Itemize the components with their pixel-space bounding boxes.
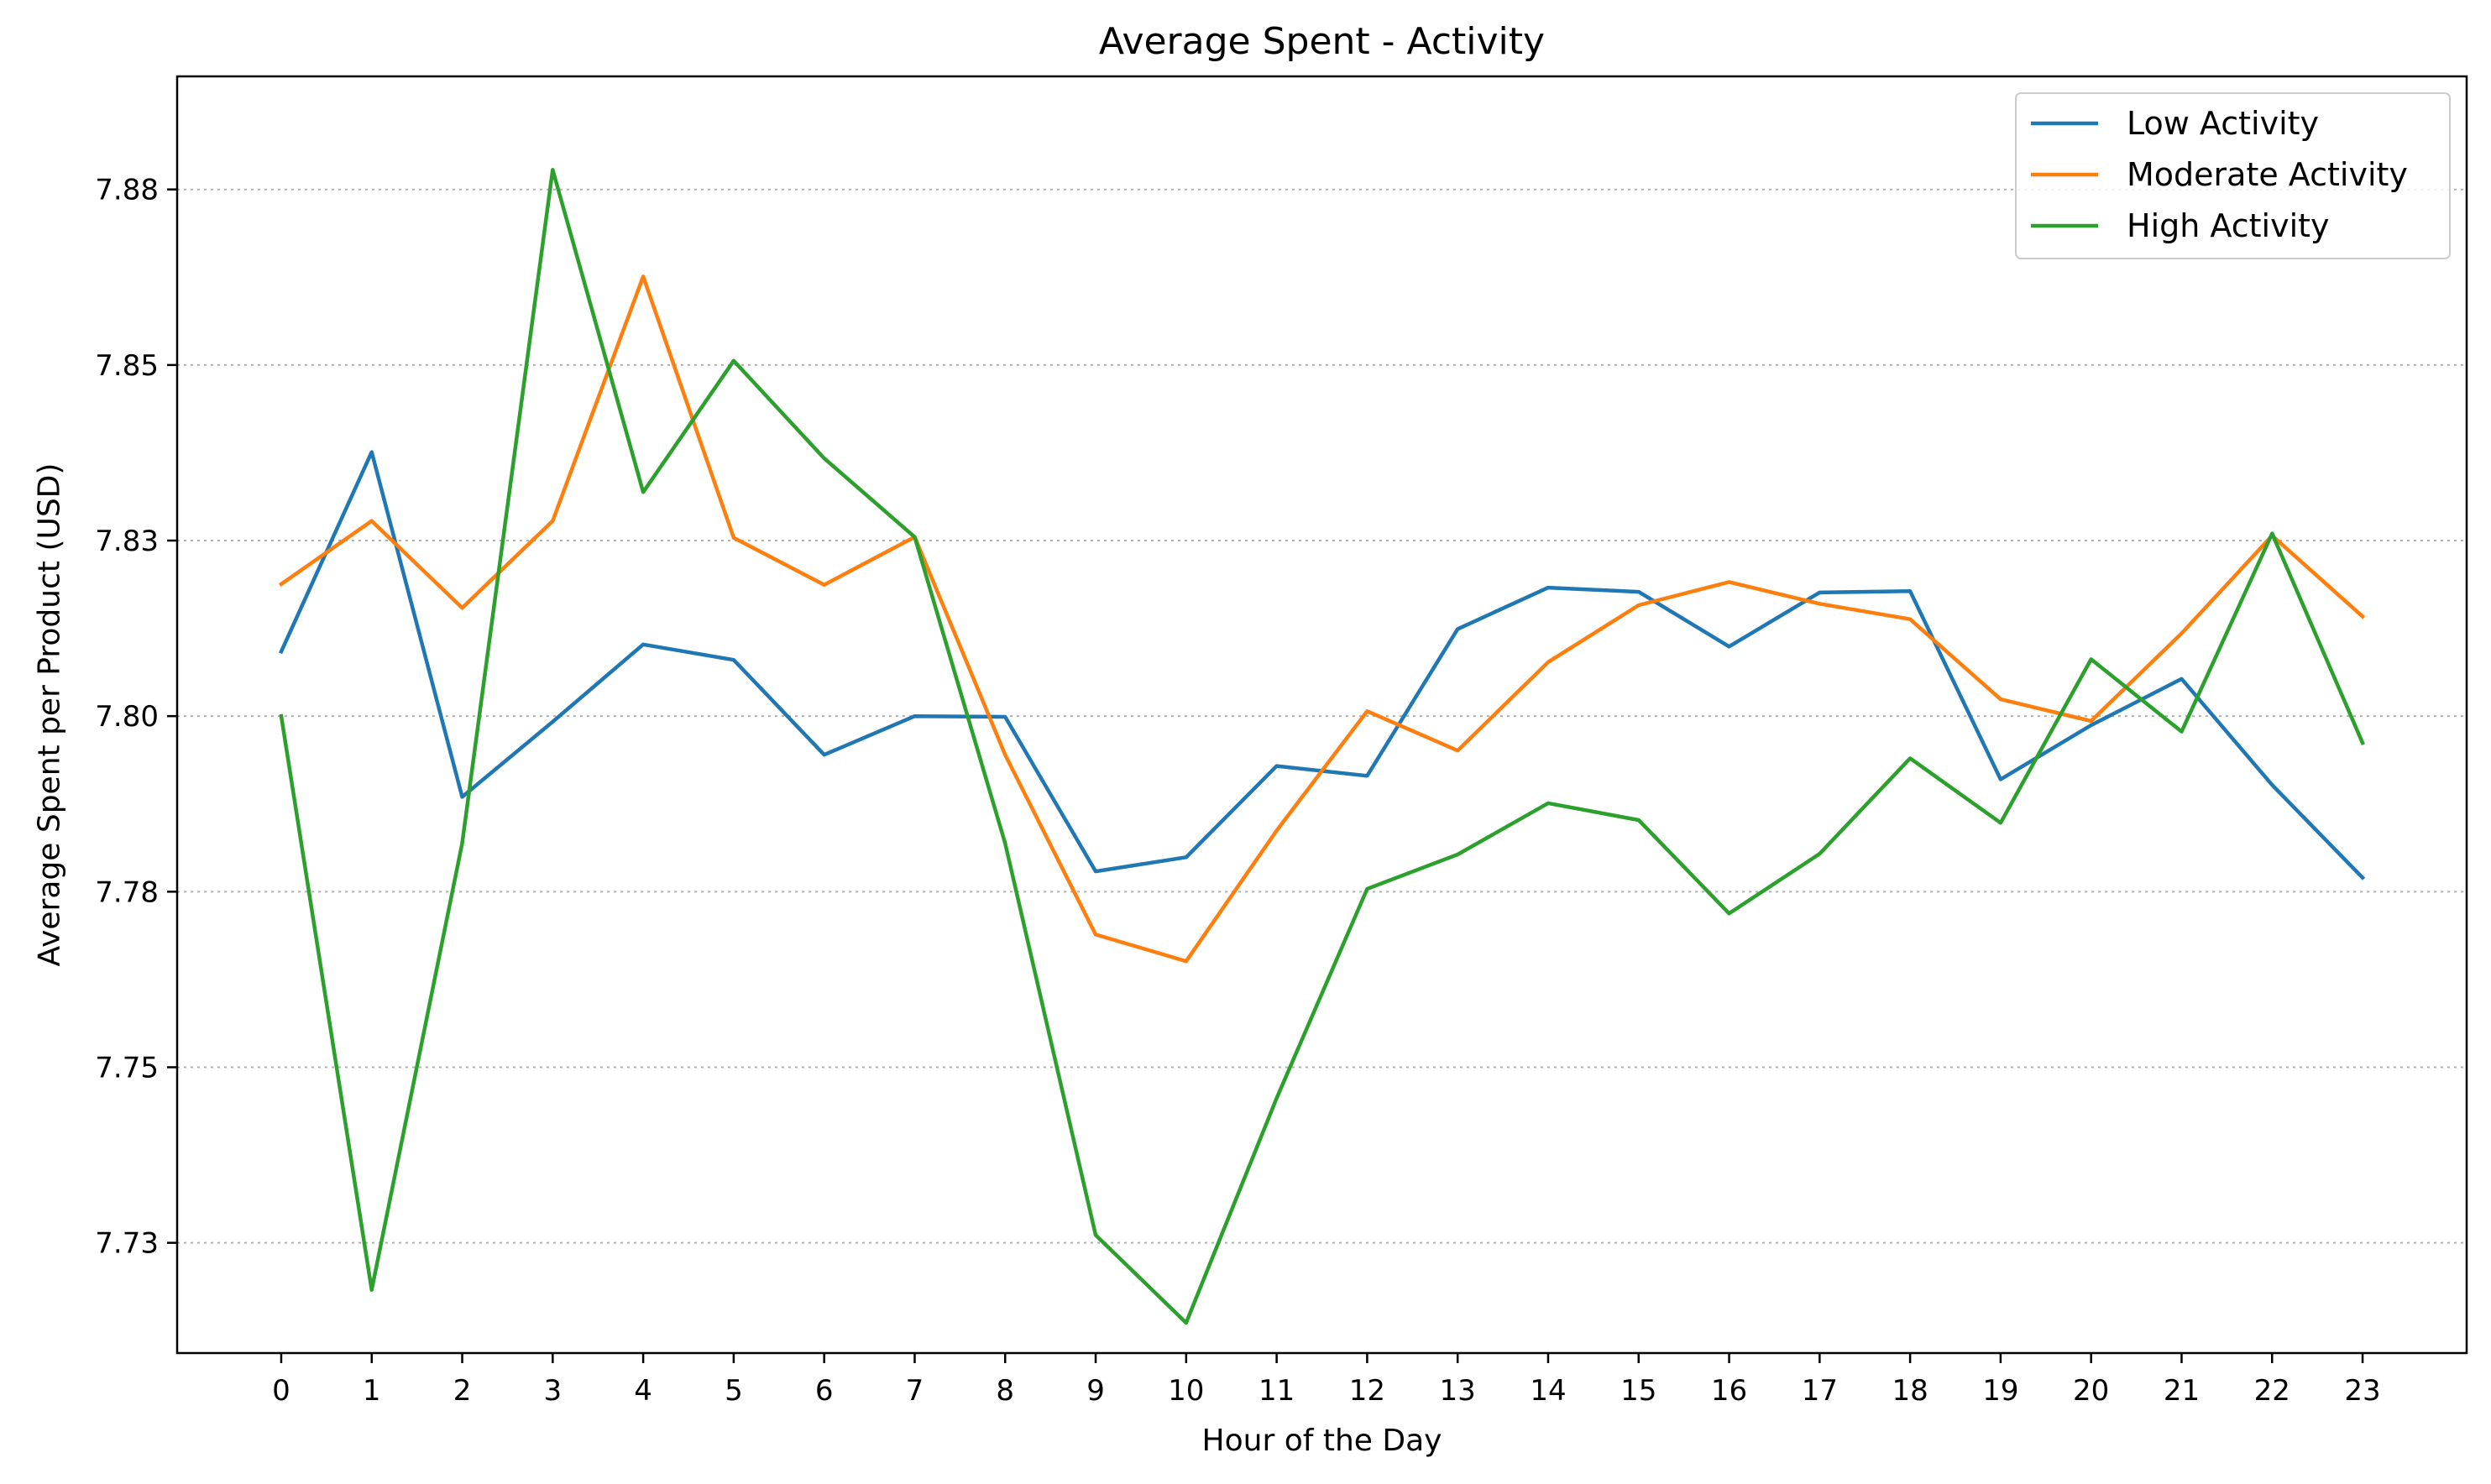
y-tick-label: 7.73 [95, 1227, 159, 1261]
x-tick-label: 16 [1711, 1374, 1747, 1408]
y-tick-label: 7.83 [95, 525, 159, 558]
x-tick-label: 19 [1982, 1374, 2018, 1408]
x-tick-label: 2 [453, 1374, 472, 1408]
x-tick-label: 1 [363, 1374, 381, 1408]
y-tick-label: 7.75 [95, 1051, 159, 1084]
series-lines [278, 168, 2366, 1325]
legend-label-high-activity: High Activity [2127, 207, 2330, 244]
x-tick-label: 22 [2254, 1374, 2290, 1408]
x-tick-label: 3 [543, 1374, 562, 1408]
x-tick-label: 7 [906, 1374, 924, 1408]
y-tick-label: 7.85 [95, 349, 159, 383]
y-tick-label: 7.80 [95, 700, 159, 734]
x-tick-label: 11 [1259, 1374, 1295, 1408]
x-tick-label: 21 [2164, 1374, 2200, 1408]
x-tick-label: 0 [272, 1374, 290, 1408]
legend-label-moderate-activity: Moderate Activity [2127, 156, 2408, 193]
series-line-high-activity [279, 168, 2365, 1325]
plot-frame [175, 75, 2468, 1355]
x-axis: 0 1 2 3 4 5 6 7 8 9 10 11 12 13 14 15 16 17 18 19 20 21 22 23 [272, 1353, 2381, 1408]
x-tick-label: 8 [996, 1374, 1014, 1408]
y-axis: 7.73 7.75 7.78 7.80 7.83 7.85 7.88 [95, 174, 177, 1261]
y-axis-title: Average Spent per Product (USD) [33, 463, 67, 967]
x-tick-label: 4 [634, 1374, 652, 1408]
y-tick-label: 7.88 [95, 174, 159, 207]
x-tick-label: 9 [1086, 1374, 1105, 1408]
x-tick-label: 20 [2073, 1374, 2109, 1408]
y-tick-label: 7.78 [95, 875, 159, 909]
x-tick-label: 5 [725, 1374, 743, 1408]
series-line-moderate-activity [278, 274, 2366, 964]
x-tick-label: 12 [1349, 1374, 1385, 1408]
x-tick-label: 23 [2344, 1374, 2380, 1408]
x-tick-label: 10 [1168, 1374, 1204, 1408]
chart-title: Average Spent - Activity [1099, 20, 1545, 63]
x-tick-label: 17 [1802, 1374, 1838, 1408]
x-tick-label: 14 [1530, 1374, 1566, 1408]
legend-label-low-activity: Low Activity [2127, 105, 2319, 142]
x-tick-label: 18 [1892, 1374, 1928, 1408]
legend: Low Activity Moderate Activity High Activi… [2015, 92, 2451, 259]
x-axis-title: Hour of the Day [1202, 1424, 1442, 1458]
x-tick-label: 13 [1440, 1374, 1476, 1408]
x-tick-label: 15 [1620, 1374, 1656, 1408]
x-tick-label: 6 [815, 1374, 834, 1408]
legend-box [2015, 92, 2451, 259]
